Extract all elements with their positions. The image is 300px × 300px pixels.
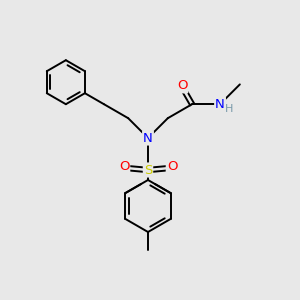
- Text: H: H: [225, 104, 233, 114]
- Text: O: O: [177, 80, 187, 92]
- Text: O: O: [119, 160, 129, 172]
- Text: N: N: [215, 98, 225, 111]
- Text: S: S: [144, 164, 152, 176]
- Text: N: N: [143, 131, 153, 145]
- Text: O: O: [167, 160, 177, 172]
